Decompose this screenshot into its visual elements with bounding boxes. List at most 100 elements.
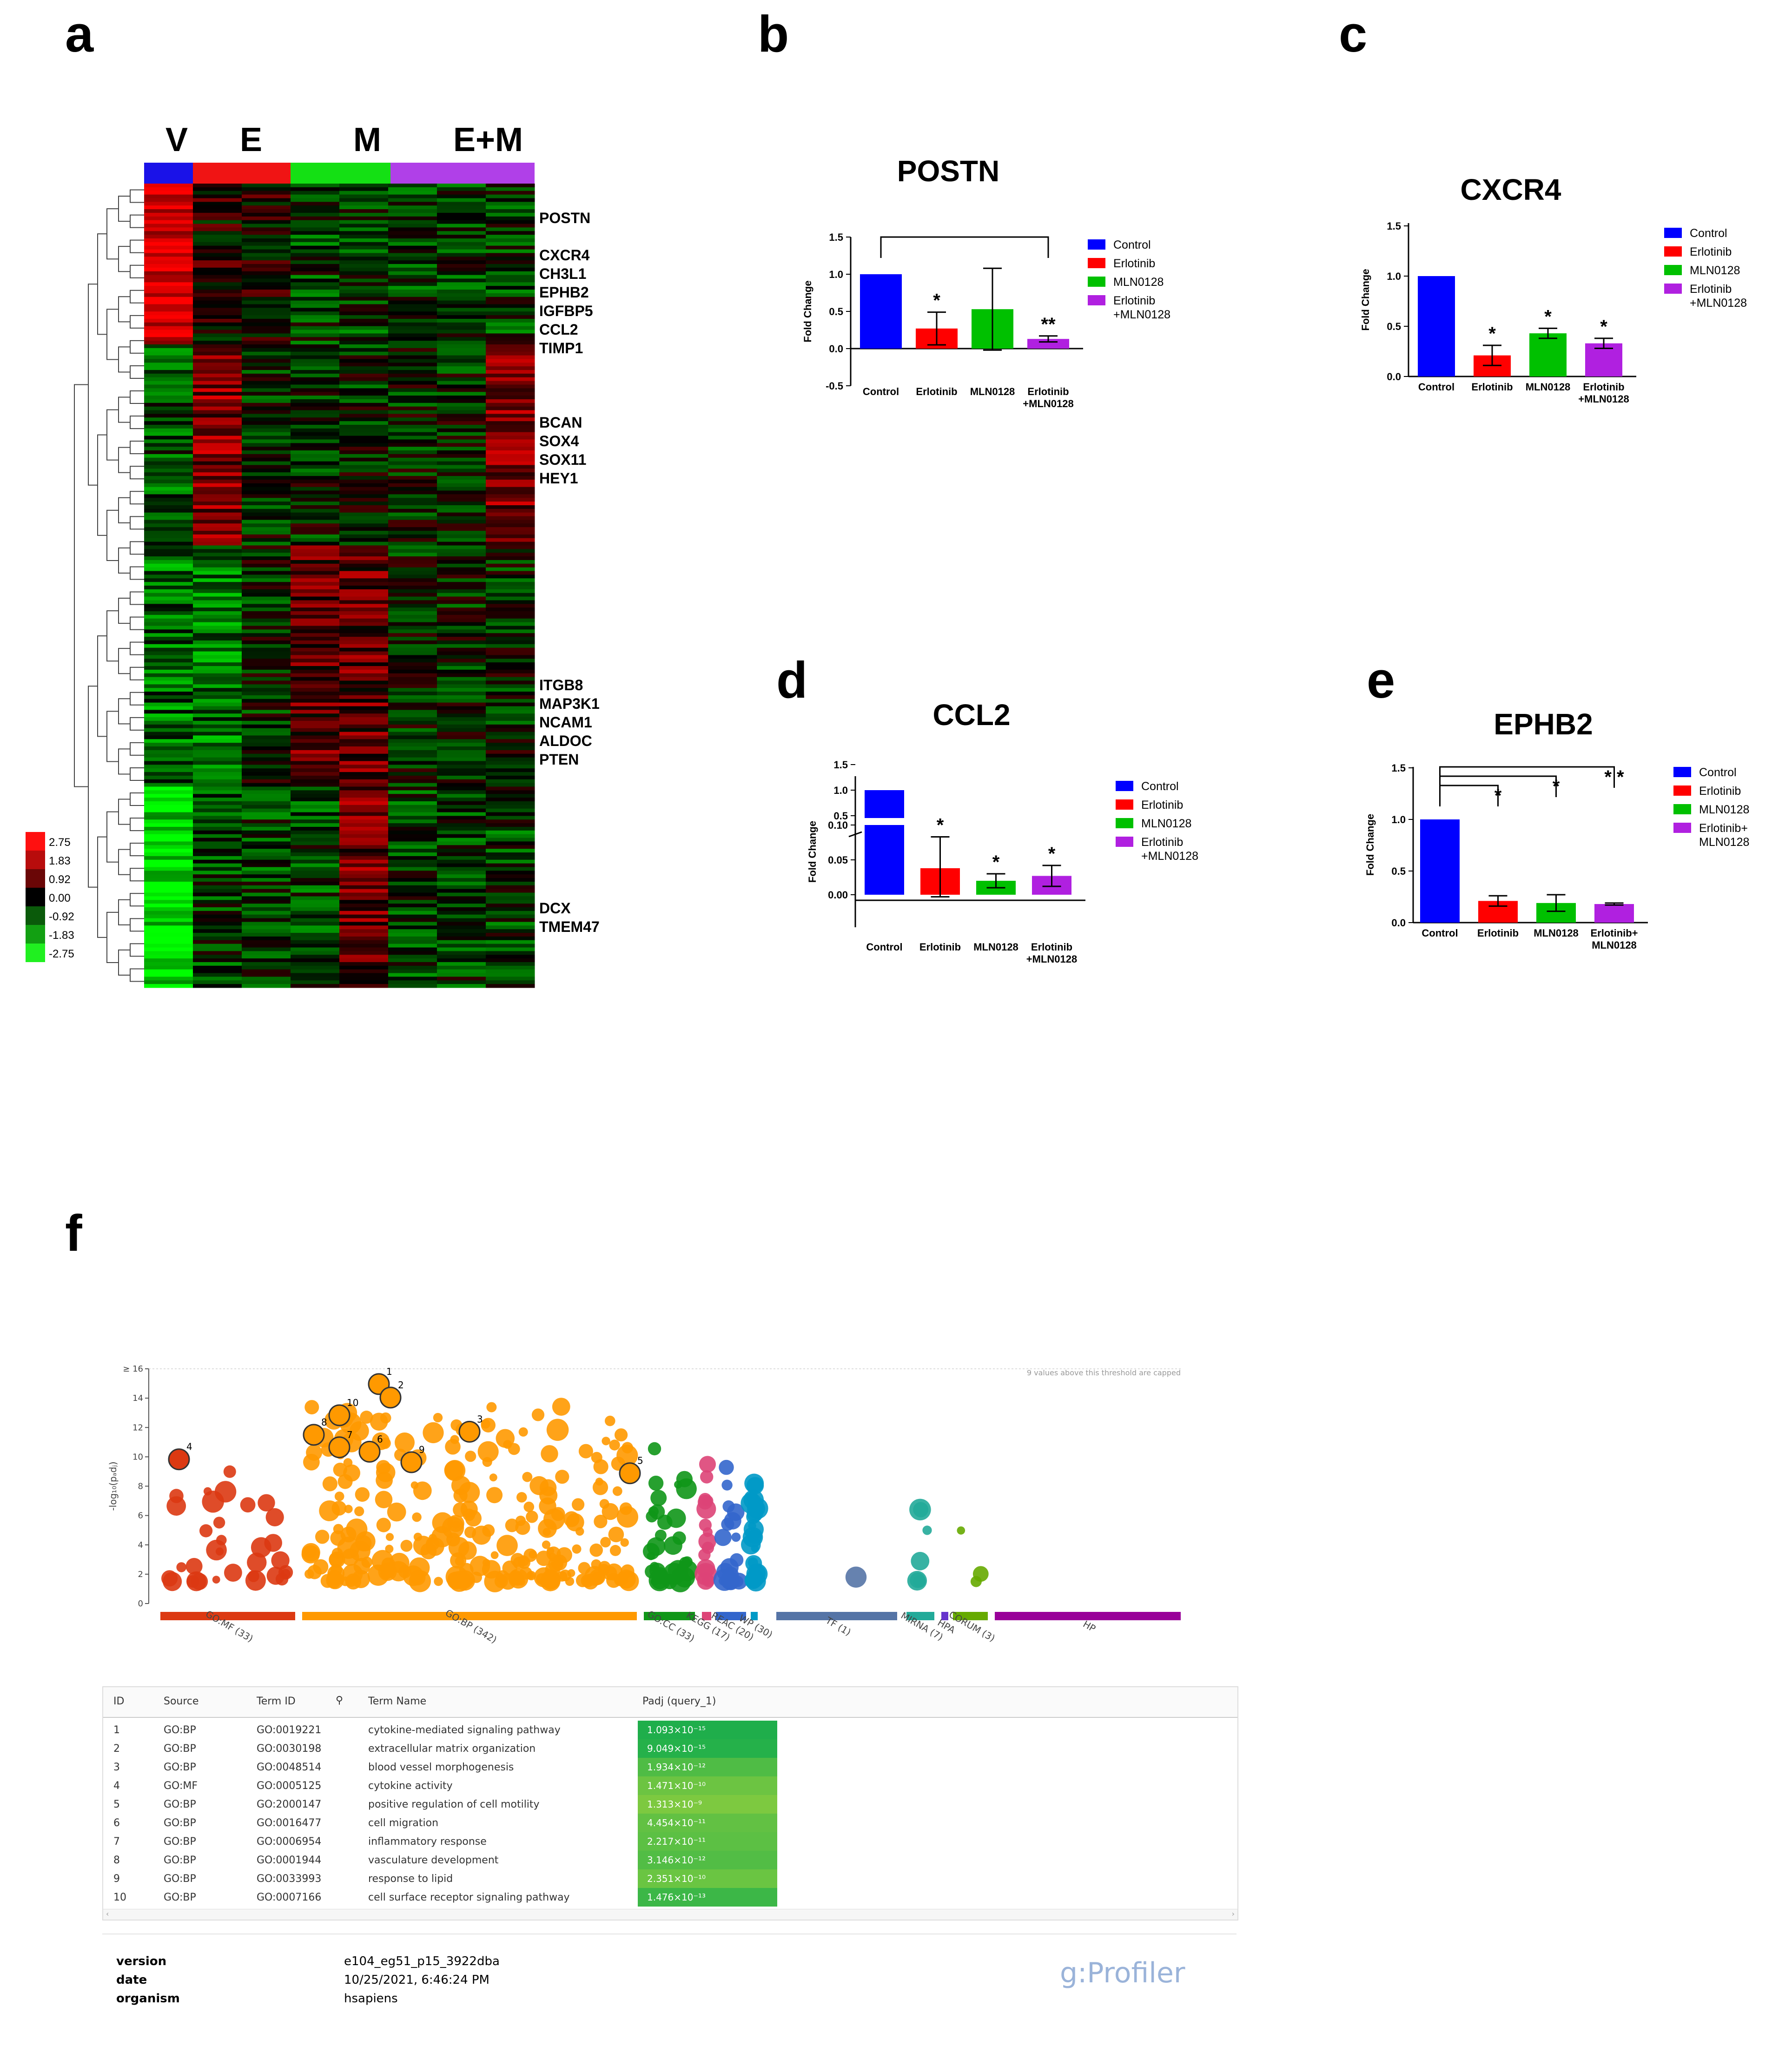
term-dot[interactable] <box>376 1518 391 1532</box>
col-source[interactable]: Source <box>164 1696 199 1707</box>
term-dot[interactable] <box>449 1571 470 1592</box>
term-dot[interactable] <box>541 1445 558 1463</box>
term-dot[interactable] <box>648 1442 661 1456</box>
term-dot[interactable] <box>666 1508 686 1528</box>
term-dot[interactable] <box>608 1526 624 1543</box>
table-row[interactable]: 6 GO:BP GO:0016477 cell migration 4.454×10⁻¹… <box>103 1814 1237 1832</box>
term-dot[interactable] <box>721 1479 733 1491</box>
term-dot[interactable] <box>342 1548 359 1566</box>
table-row[interactable]: 1 GO:BP GO:0019221 cytokine-mediated signal… <box>103 1721 1237 1739</box>
term-dot[interactable] <box>343 1458 353 1467</box>
term-dot[interactable] <box>614 1573 627 1586</box>
term-dot[interactable] <box>702 1495 714 1507</box>
term-dot[interactable] <box>333 1524 344 1534</box>
term-dot[interactable] <box>191 1573 208 1590</box>
term-dot[interactable] <box>552 1398 570 1416</box>
term-dot[interactable] <box>199 1524 213 1538</box>
term-dot[interactable] <box>542 1540 551 1549</box>
highlighted-term-dot[interactable] <box>328 1404 350 1426</box>
term-dot[interactable] <box>556 1547 572 1563</box>
term-dot[interactable] <box>719 1459 734 1475</box>
term-dot[interactable] <box>647 1537 666 1556</box>
term-dot[interactable] <box>650 1577 659 1586</box>
term-dot[interactable] <box>258 1494 275 1511</box>
term-dot[interactable] <box>526 1571 535 1579</box>
term-dot[interactable] <box>185 1558 203 1575</box>
term-dot[interactable] <box>655 1529 667 1541</box>
term-dot[interactable] <box>385 1544 394 1553</box>
term-dot[interactable] <box>578 1444 593 1459</box>
term-dot[interactable] <box>433 1412 443 1423</box>
term-dot[interactable] <box>445 1439 461 1455</box>
term-dot[interactable] <box>224 1564 242 1582</box>
term-dot[interactable] <box>605 1415 615 1426</box>
term-dot[interactable] <box>526 1511 538 1523</box>
term-dot[interactable] <box>481 1418 496 1432</box>
filter-icon[interactable]: ⚲ <box>336 1695 344 1706</box>
term-dot[interactable] <box>469 1556 490 1577</box>
highlighted-term-dot[interactable] <box>328 1436 350 1459</box>
term-dot[interactable] <box>477 1441 499 1462</box>
term-dot[interactable] <box>376 1463 396 1482</box>
term-dot[interactable] <box>575 1527 584 1536</box>
term-dot[interactable] <box>264 1534 282 1552</box>
term-dot[interactable] <box>722 1500 735 1512</box>
term-dot[interactable] <box>355 1531 376 1551</box>
term-dot[interactable] <box>663 1536 682 1555</box>
term-dot[interactable] <box>911 1551 930 1571</box>
term-dot[interactable] <box>306 1444 323 1461</box>
term-dot[interactable] <box>265 1508 284 1526</box>
term-dot[interactable] <box>400 1539 413 1552</box>
term-dot[interactable] <box>434 1577 443 1586</box>
term-dot[interactable] <box>609 1439 620 1451</box>
term-dot[interactable] <box>698 1532 716 1551</box>
term-dot[interactable] <box>413 1536 433 1556</box>
term-dot[interactable] <box>334 1492 344 1501</box>
term-dot[interactable] <box>304 1400 319 1415</box>
term-dot[interactable] <box>598 1561 611 1573</box>
term-dot[interactable] <box>563 1511 580 1527</box>
term-dot[interactable] <box>444 1460 466 1481</box>
table-row[interactable]: 8 GO:BP GO:0001944 vasculature development 3… <box>103 1851 1237 1869</box>
term-dot[interactable] <box>412 1512 422 1522</box>
highlighted-term-dot[interactable] <box>379 1386 402 1409</box>
term-dot[interactable] <box>746 1563 768 1585</box>
scroll-right-icon[interactable]: › <box>1231 1909 1235 1918</box>
term-dot[interactable] <box>271 1551 290 1570</box>
term-dot[interactable] <box>320 1574 335 1588</box>
term-dot[interactable] <box>410 1570 426 1585</box>
term-dot[interactable] <box>515 1520 530 1535</box>
highlighted-term-dot[interactable] <box>168 1448 190 1471</box>
table-row[interactable]: 5 GO:BP GO:2000147 positive regulation of c… <box>103 1795 1237 1814</box>
highlighted-term-dot[interactable] <box>458 1420 481 1443</box>
term-dot[interactable] <box>744 1473 764 1493</box>
term-dot[interactable] <box>337 1474 353 1489</box>
term-dot[interactable] <box>315 1530 330 1544</box>
term-dot[interactable] <box>700 1470 714 1484</box>
highlighted-term-dot[interactable] <box>400 1451 423 1473</box>
term-dot[interactable] <box>247 1552 267 1572</box>
term-dot[interactable] <box>240 1497 256 1513</box>
term-dot[interactable] <box>313 1559 329 1575</box>
term-dot[interactable] <box>510 1553 525 1567</box>
term-dot[interactable] <box>622 1442 633 1453</box>
term-dot[interactable] <box>589 1543 603 1557</box>
term-dot[interactable] <box>922 1525 932 1535</box>
term-dot[interactable] <box>331 1548 343 1559</box>
term-dot[interactable] <box>453 1502 468 1518</box>
term-dot[interactable] <box>522 1472 533 1482</box>
term-dot[interactable] <box>496 1535 518 1556</box>
term-dot[interactable] <box>395 1432 415 1452</box>
term-dot[interactable] <box>539 1479 557 1496</box>
term-dot[interactable] <box>223 1465 236 1478</box>
table-row[interactable]: 2 GO:BP GO:0030198 extracellular matrix org… <box>103 1739 1237 1758</box>
term-dot[interactable] <box>304 1569 314 1579</box>
term-dot[interactable] <box>355 1487 370 1502</box>
term-dot[interactable] <box>699 1456 716 1473</box>
term-dot[interactable] <box>451 1476 471 1495</box>
term-dot[interactable] <box>650 1490 667 1506</box>
term-dot[interactable] <box>212 1576 220 1584</box>
term-dot[interactable] <box>489 1473 497 1482</box>
term-dot[interactable] <box>432 1512 453 1533</box>
term-dot[interactable] <box>619 1502 632 1515</box>
